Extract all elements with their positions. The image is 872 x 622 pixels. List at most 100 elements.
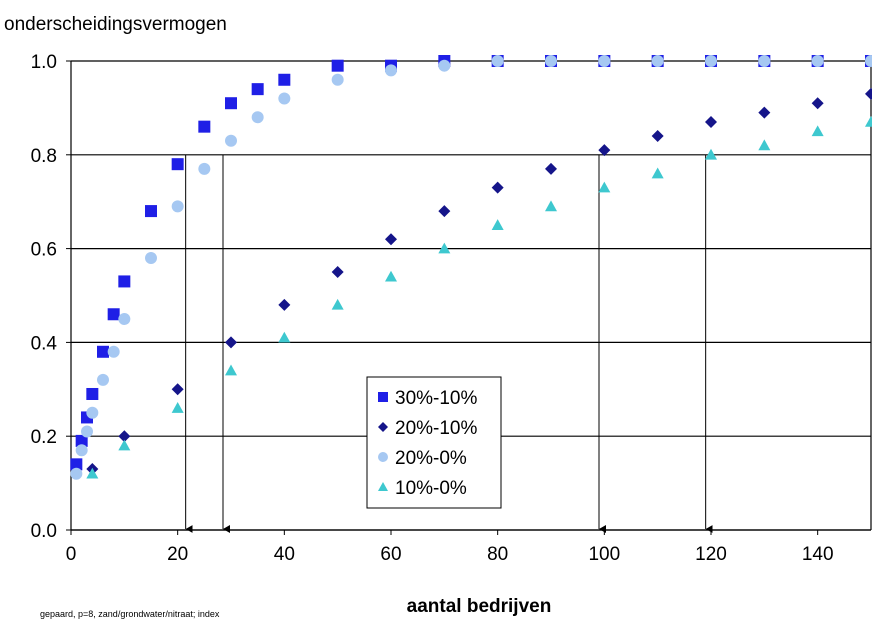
legend-item: 10%-0% bbox=[378, 478, 467, 499]
legend: 30%-10% 20%-10% 20%-0% 10%-0% bbox=[366, 376, 502, 509]
data-point bbox=[385, 270, 397, 282]
data-point bbox=[865, 55, 872, 67]
data-point bbox=[97, 345, 109, 358]
data-point bbox=[86, 387, 99, 400]
data-point bbox=[86, 406, 99, 419]
data-point bbox=[81, 425, 93, 438]
data-point bbox=[225, 364, 237, 376]
data-point bbox=[97, 373, 109, 386]
data-point bbox=[278, 331, 291, 343]
data-point bbox=[758, 106, 771, 119]
data-point bbox=[278, 298, 291, 311]
y-tick-label: 0.8 bbox=[31, 146, 57, 167]
data-point bbox=[491, 181, 504, 194]
data-point bbox=[811, 55, 824, 67]
y-axis-title: onderscheidingsvermogen bbox=[4, 14, 227, 35]
x-tick-label: 120 bbox=[695, 544, 727, 565]
data-point bbox=[75, 444, 88, 457]
data-point bbox=[198, 162, 211, 175]
data-point bbox=[225, 336, 237, 349]
x-tick-label: 80 bbox=[487, 544, 508, 565]
data-point bbox=[438, 59, 451, 72]
legend-box bbox=[366, 376, 502, 509]
legend-marker bbox=[378, 422, 388, 432]
legend-label: 30%-10% bbox=[395, 388, 477, 409]
legend-marker bbox=[378, 482, 388, 491]
data-point bbox=[251, 111, 264, 124]
series-circle bbox=[70, 55, 872, 480]
y-tick-labels: 0.0 0.2 0.4 0.6 0.8 1.0 bbox=[31, 52, 58, 542]
legend-marker bbox=[378, 392, 388, 402]
data-point bbox=[278, 73, 291, 86]
data-point bbox=[118, 439, 131, 451]
data-point bbox=[171, 402, 184, 413]
data-point bbox=[491, 219, 504, 230]
data-point bbox=[331, 59, 344, 72]
data-point bbox=[107, 308, 120, 321]
data-point bbox=[145, 205, 157, 218]
data-point bbox=[491, 55, 504, 67]
data-point bbox=[331, 73, 344, 86]
data-points bbox=[70, 55, 872, 480]
legend-label: 10%-0% bbox=[395, 478, 467, 499]
data-point bbox=[438, 242, 451, 254]
data-point bbox=[70, 458, 83, 471]
legend-item: 30%-10% bbox=[378, 388, 477, 409]
legend-item: 20%-10% bbox=[378, 418, 477, 439]
data-point bbox=[171, 200, 184, 213]
data-point bbox=[598, 144, 611, 157]
legend-label: 20%-0% bbox=[395, 448, 467, 469]
data-point bbox=[107, 345, 120, 358]
legend-label: 20%-10% bbox=[395, 418, 477, 439]
footnote: gepaard, p=8, zand/grondwater/nitraat; i… bbox=[40, 609, 220, 619]
data-point bbox=[758, 55, 771, 67]
data-point bbox=[118, 430, 131, 443]
data-point bbox=[278, 92, 291, 105]
data-point bbox=[545, 162, 557, 175]
data-point bbox=[598, 181, 611, 193]
legend-marker bbox=[378, 452, 388, 462]
data-point bbox=[705, 148, 717, 160]
annotation-arrows bbox=[185, 154, 713, 533]
x-tick-label: 60 bbox=[380, 544, 401, 565]
data-point bbox=[145, 251, 157, 264]
x-tick-label: 100 bbox=[588, 544, 620, 565]
data-point bbox=[385, 64, 397, 77]
data-point bbox=[865, 115, 872, 127]
data-point bbox=[651, 55, 664, 67]
x-tick-label: 40 bbox=[274, 544, 295, 565]
data-point bbox=[865, 87, 872, 100]
data-point bbox=[225, 97, 237, 110]
data-point bbox=[331, 298, 344, 310]
data-point bbox=[171, 383, 184, 396]
data-point bbox=[651, 130, 664, 143]
y-tick-label: 0.4 bbox=[31, 333, 58, 354]
data-point bbox=[225, 134, 237, 147]
data-point bbox=[438, 205, 451, 218]
data-point bbox=[198, 120, 211, 133]
data-point bbox=[171, 158, 184, 171]
x-tick-label: 20 bbox=[167, 544, 188, 565]
plot-frame bbox=[66, 60, 872, 535]
data-point bbox=[705, 115, 717, 128]
data-point bbox=[545, 200, 557, 212]
data-point bbox=[758, 139, 771, 151]
data-point bbox=[75, 434, 88, 447]
data-point bbox=[118, 312, 131, 325]
x-tick-label: 140 bbox=[802, 544, 834, 565]
data-point bbox=[705, 55, 717, 67]
data-point bbox=[598, 55, 611, 67]
x-tick-label: 0 bbox=[66, 544, 77, 565]
data-point bbox=[651, 167, 664, 179]
y-tick-label: 0.2 bbox=[31, 427, 57, 448]
data-point bbox=[811, 125, 824, 137]
data-point bbox=[385, 233, 397, 246]
x-axis-title: aantal bedrijven bbox=[407, 596, 552, 617]
data-point bbox=[86, 467, 99, 479]
y-tick-label: 0.6 bbox=[31, 240, 57, 261]
data-point bbox=[251, 83, 264, 96]
data-point bbox=[811, 97, 824, 110]
y-tick-label: 0.0 bbox=[31, 521, 57, 542]
legend-item: 20%-0% bbox=[378, 448, 467, 469]
